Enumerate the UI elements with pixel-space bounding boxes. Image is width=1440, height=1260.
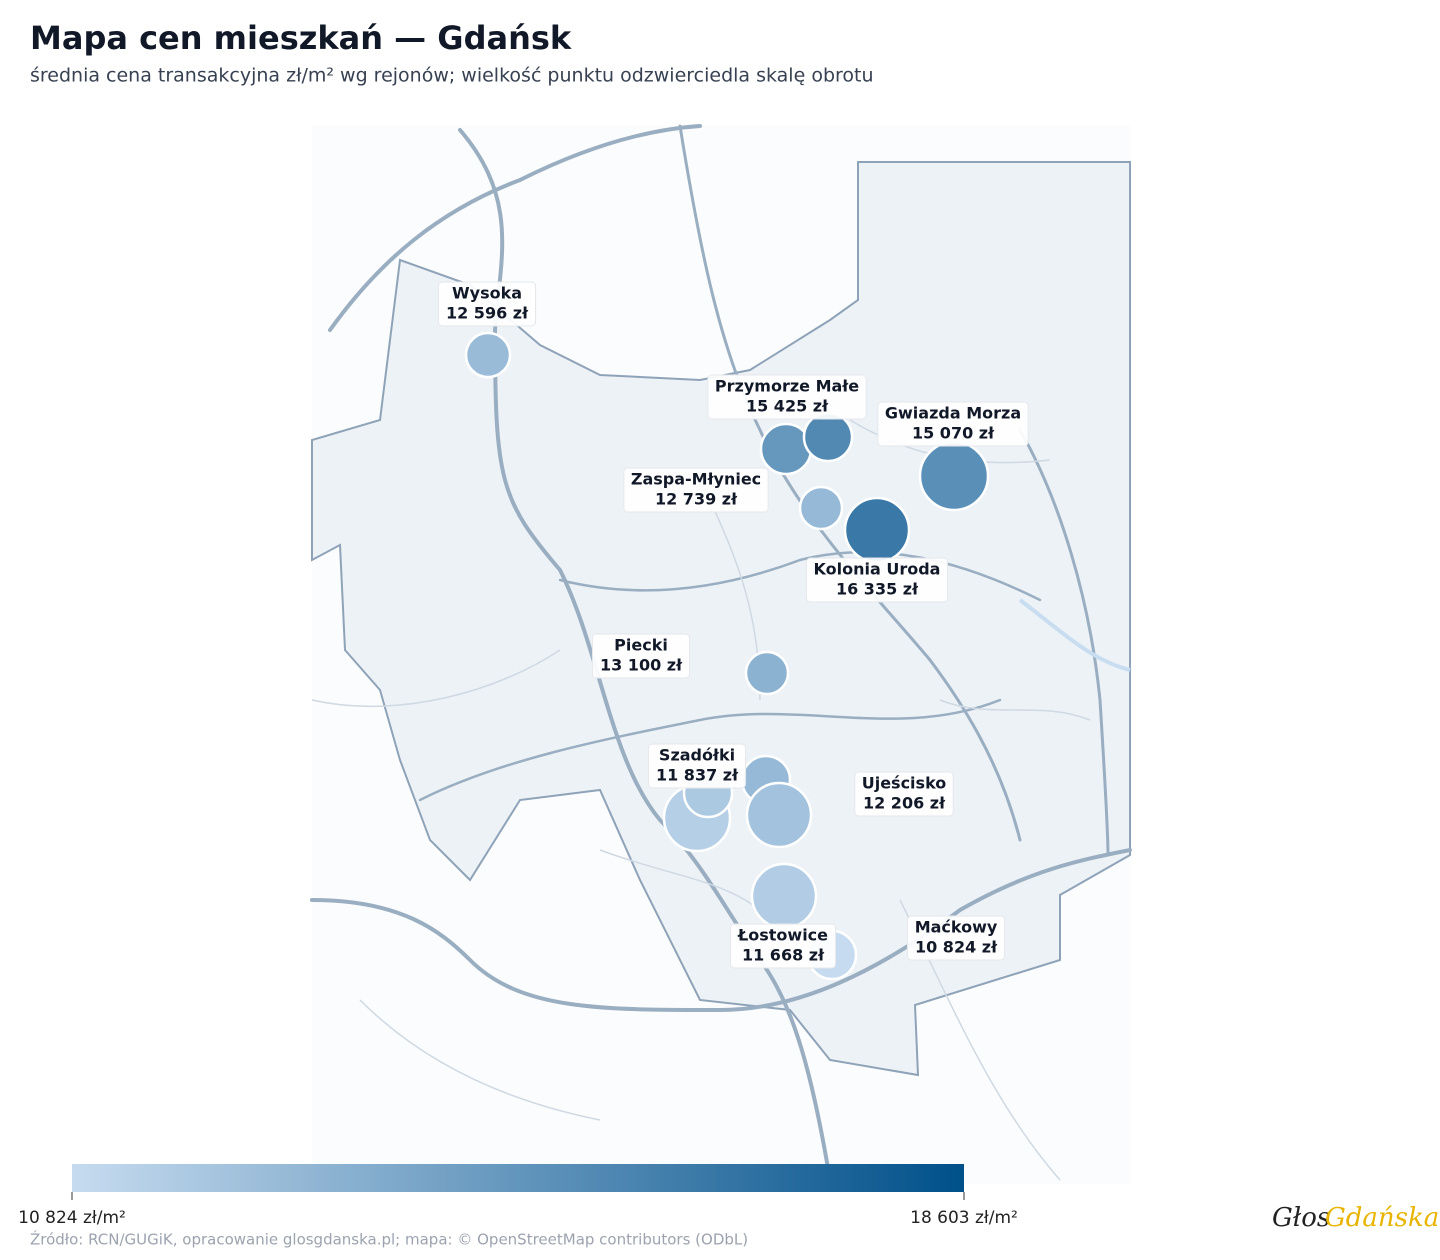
- value-label: 13 100 zł: [600, 656, 683, 675]
- bubble: [464, 331, 512, 379]
- value-label: 16 335 zł: [836, 580, 919, 599]
- district-name: Łostowice: [737, 926, 828, 945]
- district-name: Kolonia Uroda: [814, 560, 941, 579]
- value-label: 15 425 zł: [746, 397, 829, 416]
- bubble: [744, 650, 790, 696]
- district-name: Ujeścisko: [862, 774, 947, 793]
- label-box: [647, 743, 747, 789]
- label-box: [877, 401, 1029, 447]
- logo-1: Głos: [1272, 1203, 1330, 1233]
- label-box: [729, 923, 837, 969]
- bubble: [745, 781, 813, 849]
- bubble: [843, 496, 911, 564]
- label-box: [806, 557, 948, 603]
- colorbar-label: 18 603 zł/m²: [910, 1208, 1018, 1228]
- value-label: 15 070 zł: [912, 424, 995, 443]
- label-box: [707, 374, 867, 420]
- bubble: [918, 440, 990, 512]
- bubble: [798, 485, 844, 531]
- source: Źródło: RCN/GUGiK, opracowanie glosgdans…: [30, 1230, 748, 1249]
- district-name: Maćkowy: [915, 918, 998, 937]
- bubble: [750, 862, 818, 930]
- basemap: [310, 124, 1132, 1184]
- value-label: 12 206 zł: [863, 794, 946, 813]
- label-box: [437, 281, 537, 327]
- district-name: Szadółki: [659, 746, 735, 765]
- value-label: 12 596 zł: [446, 304, 529, 323]
- district-name: Wysoka: [452, 284, 522, 303]
- district-name: Piecki: [614, 636, 668, 655]
- title: Mapa cen mieszkań — Gdańsk: [30, 19, 572, 57]
- colorbar: [72, 1164, 964, 1192]
- logo-2: Gdańska: [1325, 1203, 1439, 1233]
- district-name: Przymorze Małe: [715, 377, 859, 396]
- bubble: [802, 411, 854, 463]
- label-box: [591, 633, 691, 679]
- value-label: 10 824 zł: [915, 938, 998, 957]
- label-box: [623, 467, 769, 513]
- district-name: Gwiazda Morza: [885, 404, 1021, 423]
- value-label: 12 739 zł: [655, 490, 738, 509]
- district-name: Zaspa-Młyniec: [631, 470, 761, 489]
- value-label: 11 668 zł: [742, 946, 825, 965]
- colorbar-label: 10 824 zł/m²: [18, 1208, 126, 1228]
- value-label: 11 837 zł: [656, 766, 739, 785]
- subtitle: średnia cena transakcyjna zł/m² wg rejon…: [30, 65, 874, 87]
- label-box: [906, 915, 1006, 961]
- label-box: [854, 771, 954, 817]
